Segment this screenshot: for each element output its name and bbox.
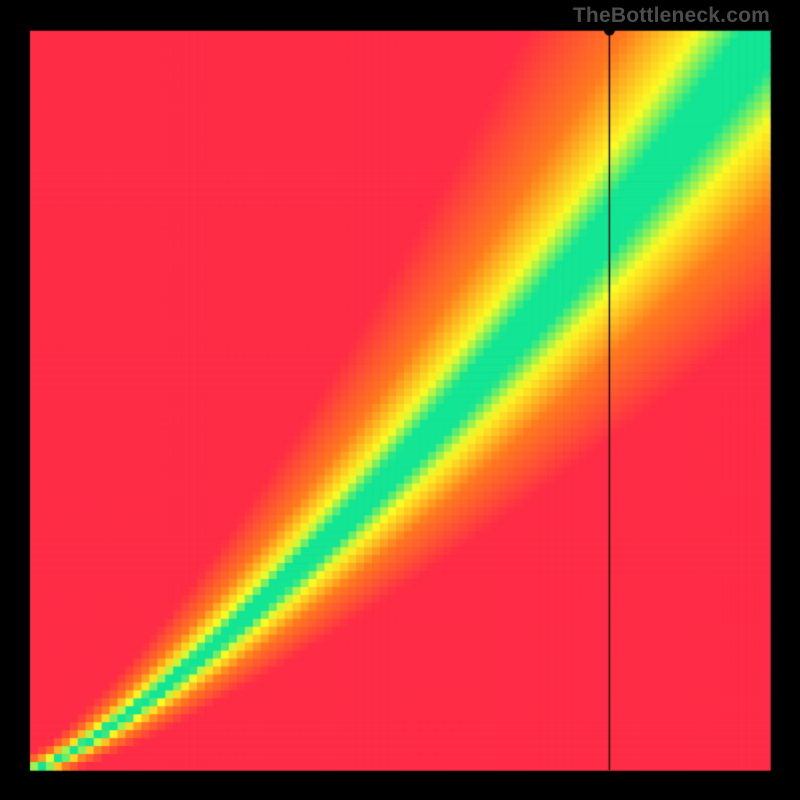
watermark-text: TheBottleneck.com	[573, 4, 770, 28]
crosshair-overlay	[0, 0, 800, 800]
chart-container: { "watermark": { "text": "TheBottleneck.…	[0, 0, 800, 800]
